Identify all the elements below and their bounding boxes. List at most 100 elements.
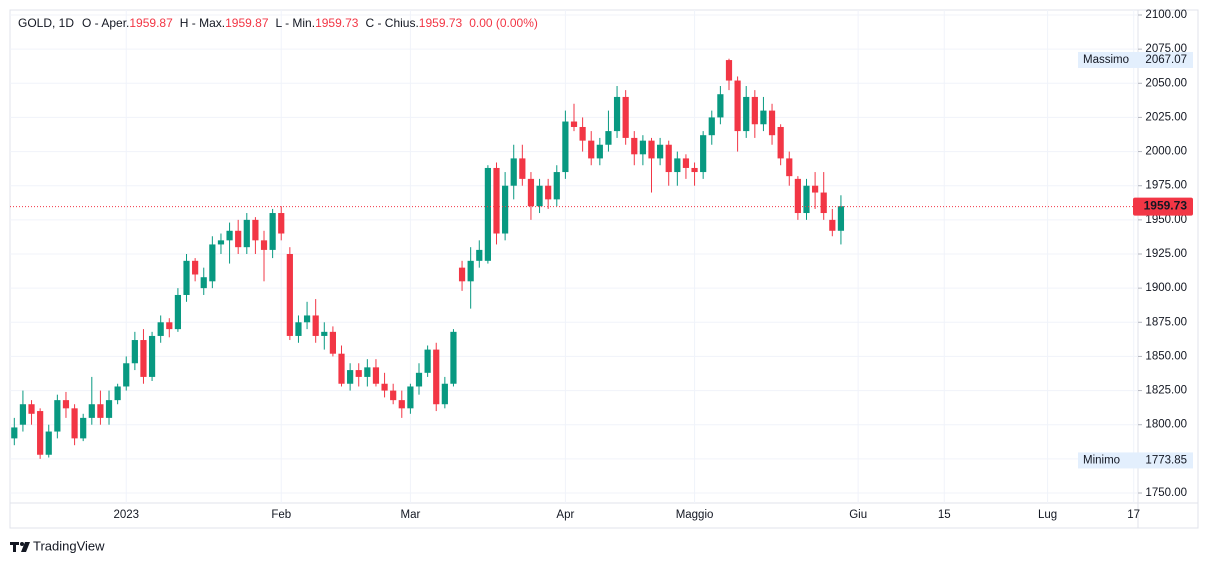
legend: GOLD, 1D O - Aper.1959.87 H - Max.1959.87 L… bbox=[18, 16, 538, 30]
candle-body bbox=[226, 230, 233, 241]
legend-symbol: GOLD, 1D bbox=[18, 16, 74, 30]
candle-body bbox=[407, 386, 414, 409]
candle-body bbox=[613, 96, 621, 132]
candle-body bbox=[398, 400, 405, 409]
candle-body bbox=[700, 135, 707, 173]
candle-body bbox=[148, 335, 156, 377]
candle-body bbox=[252, 219, 259, 241]
y-tick-label: 1925.00 bbox=[1145, 248, 1187, 260]
candle-body bbox=[372, 367, 380, 384]
candle-body bbox=[45, 431, 52, 455]
candle-body bbox=[786, 158, 793, 177]
legend-value: 1959.87 bbox=[129, 16, 173, 30]
candle-body bbox=[269, 213, 276, 250]
candle-body bbox=[570, 121, 578, 127]
candle-body bbox=[11, 427, 18, 439]
candle-body bbox=[80, 417, 87, 439]
last-price-label: 1959.73 bbox=[1144, 199, 1188, 213]
candle-body bbox=[424, 349, 431, 373]
candle-body bbox=[329, 331, 337, 354]
y-tick-label: 2025.00 bbox=[1145, 111, 1187, 123]
x-tick-label: Feb bbox=[271, 509, 291, 521]
y-tick-label: 1825.00 bbox=[1145, 385, 1187, 397]
legend-value: 1959.73 bbox=[315, 16, 359, 30]
x-tick-label: Apr bbox=[556, 509, 574, 521]
candle-body bbox=[768, 110, 776, 136]
candle-body bbox=[734, 80, 741, 132]
candle-body bbox=[794, 178, 801, 214]
marker-label: Minimo bbox=[1083, 454, 1120, 466]
candle-body bbox=[674, 158, 681, 173]
candle-body bbox=[837, 206, 845, 231]
marker-value: 1773.85 bbox=[1145, 454, 1187, 466]
candle-body bbox=[347, 370, 354, 384]
candle-body bbox=[123, 363, 130, 387]
candle-body bbox=[174, 294, 182, 330]
candle-body bbox=[510, 158, 517, 186]
marker-value: 2067.07 bbox=[1145, 54, 1187, 66]
candle-body bbox=[433, 349, 440, 405]
candle-body bbox=[355, 370, 362, 377]
y-tick-label: 1875.00 bbox=[1145, 316, 1187, 328]
candle-body bbox=[811, 185, 819, 193]
candle-body bbox=[820, 192, 827, 214]
y-tick-label: 1950.00 bbox=[1145, 214, 1187, 226]
candle-body bbox=[37, 411, 44, 455]
x-tick-label: 17 bbox=[1127, 509, 1140, 521]
candle-body bbox=[467, 260, 474, 282]
y-tick-label: 1750.00 bbox=[1145, 487, 1187, 499]
y-tick-label: 1850.00 bbox=[1145, 350, 1187, 362]
candle-body bbox=[493, 167, 500, 234]
overlay: 1959.73 Massimo 2067.07 Minimo 1773.85 bbox=[10, 51, 1193, 469]
legend-change: 0.00 (0.00%) bbox=[469, 16, 538, 30]
candle-body bbox=[622, 96, 629, 138]
marker-label-box bbox=[1078, 452, 1138, 469]
x-tick-label: 15 bbox=[938, 509, 951, 521]
candle-body bbox=[200, 277, 207, 289]
candle-body bbox=[192, 260, 199, 275]
x-tick-label: Maggio bbox=[676, 509, 714, 521]
marker-label-box bbox=[1078, 51, 1138, 68]
candle-body bbox=[157, 322, 164, 336]
candle-body bbox=[553, 172, 560, 200]
candle-body bbox=[114, 386, 121, 401]
candle-body bbox=[476, 249, 483, 261]
candle-body bbox=[321, 331, 328, 336]
y-tick-label: 1900.00 bbox=[1145, 282, 1187, 294]
candle-body bbox=[631, 137, 638, 155]
candle-body bbox=[829, 219, 836, 231]
chart-frame bbox=[9, 9, 1199, 529]
candle-body bbox=[97, 404, 104, 418]
x-tick-label: Mar bbox=[400, 509, 420, 521]
candle-body bbox=[235, 230, 242, 248]
candle-body bbox=[777, 126, 784, 159]
x-tick-label: 2023 bbox=[113, 509, 139, 521]
candle-body bbox=[217, 240, 225, 245]
candle-body bbox=[527, 178, 535, 207]
candle-body bbox=[19, 404, 27, 425]
candle-body bbox=[243, 219, 250, 248]
candle-body bbox=[278, 213, 285, 234]
logo-part bbox=[21, 542, 30, 552]
y-tick-label: 2000.00 bbox=[1145, 146, 1187, 158]
y-tick-label: 1800.00 bbox=[1145, 419, 1187, 431]
candle-body bbox=[415, 372, 423, 387]
candle-body bbox=[54, 400, 61, 432]
candle-body bbox=[166, 322, 173, 330]
candle-body bbox=[596, 144, 603, 159]
candle-body bbox=[62, 400, 70, 409]
candle-body bbox=[545, 185, 552, 200]
candle-body bbox=[183, 260, 190, 295]
candle-body bbox=[364, 367, 371, 377]
legend-key: O - Aper. bbox=[82, 16, 129, 30]
candle-body bbox=[338, 353, 345, 384]
y-tick-label: 1975.00 bbox=[1145, 180, 1187, 192]
x-tick-label: Lug bbox=[1038, 509, 1057, 521]
candle-body bbox=[743, 96, 750, 132]
legend-value: 1959.73 bbox=[419, 16, 463, 30]
candle-body bbox=[648, 140, 655, 159]
candle-body bbox=[562, 121, 569, 173]
candle-body bbox=[605, 131, 612, 145]
